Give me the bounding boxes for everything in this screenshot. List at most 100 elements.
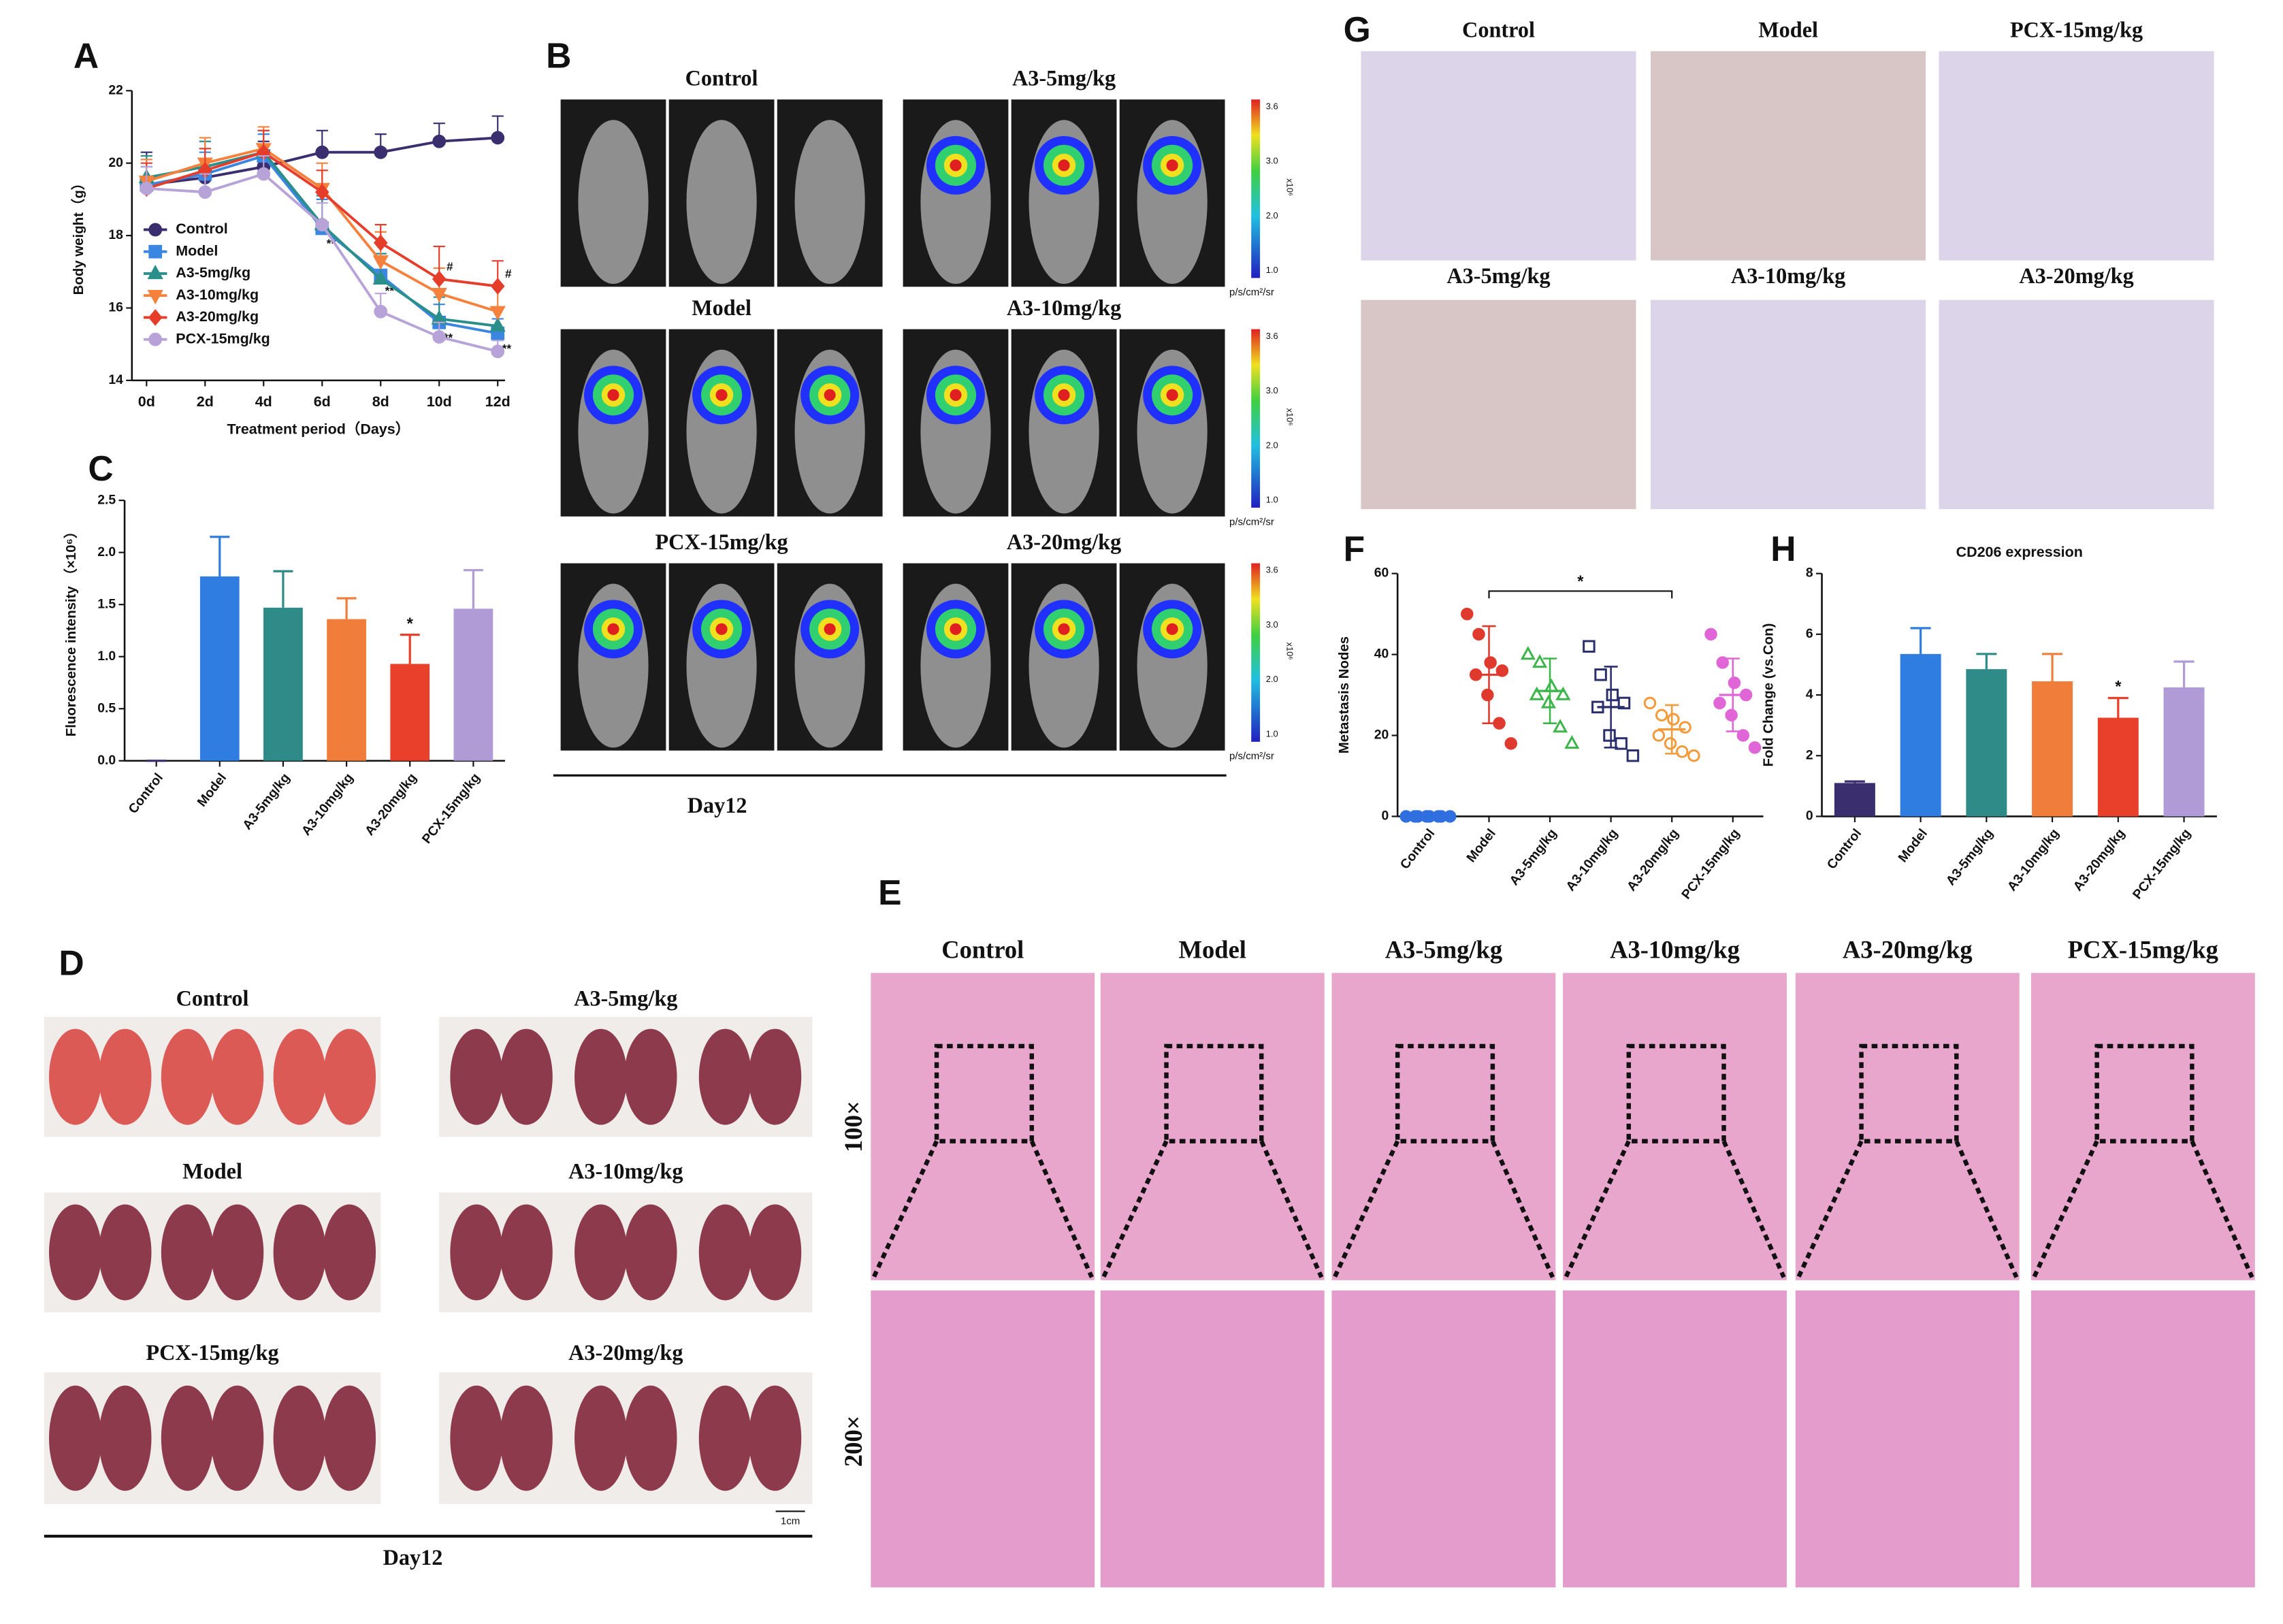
panel-letter: F (1344, 529, 1365, 568)
zoom-line (1954, 1140, 2019, 1278)
error-bar (210, 536, 230, 576)
he-stain (2030, 973, 2255, 1280)
legend-label: Model (176, 242, 218, 259)
x-tick-label: A3-10mg/kg (299, 770, 357, 839)
marker (1529, 686, 1544, 700)
marker (198, 185, 212, 199)
lung (450, 1385, 503, 1491)
colorbar-unit: p/s/cm²/sr (1229, 516, 1274, 527)
lung (273, 1028, 326, 1125)
bar (263, 607, 303, 761)
ihc-stain (1651, 299, 1926, 510)
zoom-line (1332, 1140, 1400, 1278)
zoom-line (1101, 1140, 1169, 1278)
y-tick-label: 14 (108, 372, 123, 387)
signal (824, 389, 836, 401)
signal (715, 623, 728, 635)
mouse (794, 120, 865, 285)
error-bar (1910, 627, 1931, 654)
error-bar (2173, 660, 2195, 687)
signal (1166, 159, 1178, 172)
lung (748, 1204, 802, 1301)
x-tick-label: PCX-15mg/kg (419, 770, 483, 847)
marker (491, 131, 505, 145)
marker (1472, 628, 1485, 641)
lung (273, 1204, 326, 1301)
lung (624, 1204, 677, 1301)
y-tick-label: 4 (1806, 687, 1813, 702)
marker (148, 223, 163, 237)
marker (1606, 688, 1619, 702)
lung (624, 1028, 677, 1125)
row-label: 200× (839, 1415, 867, 1467)
marker (372, 270, 389, 285)
x-tick-label: 4d (255, 393, 272, 410)
marker (1553, 719, 1568, 733)
marker (1643, 696, 1657, 710)
marker (1615, 737, 1628, 750)
lung (161, 1385, 214, 1491)
legend-label: A3-10mg/kg (176, 287, 259, 303)
x-tick-label: A3-10mg/kg (1563, 826, 1621, 894)
y-tick-label: 2 (1806, 747, 1813, 762)
image-label: PCX-15mg/kg (2010, 18, 2143, 42)
annotation: ** (502, 342, 512, 355)
zoom-box (934, 1043, 1035, 1143)
signal (824, 623, 836, 635)
x-tick-label: A3-5mg/kg (240, 770, 293, 832)
sd-bar (1482, 625, 1496, 724)
colorbar-scale: x10⁶ (1285, 408, 1295, 426)
signal (607, 623, 619, 635)
lung (49, 1204, 102, 1301)
signal (1166, 389, 1178, 401)
marker (1461, 607, 1474, 621)
error-bar (336, 597, 357, 619)
marker (1617, 696, 1631, 710)
footer: Day12 (383, 1545, 443, 1570)
zoom-box (1164, 1043, 1264, 1143)
lung (500, 1385, 553, 1491)
signal (1058, 159, 1070, 172)
lung (99, 1204, 152, 1301)
panel-letter: A (74, 36, 99, 76)
ihc-stain (1939, 299, 2214, 510)
marker (374, 304, 388, 319)
x-tick-label: Control (1397, 826, 1438, 873)
marker (490, 278, 505, 295)
image-label: A3-5mg/kg (1012, 66, 1116, 91)
ihc-stain (1361, 51, 1636, 261)
signal (607, 389, 619, 401)
marker (1520, 646, 1536, 660)
sd-bar (1604, 666, 1618, 749)
marker (140, 182, 154, 195)
colorbar-tick: 2.0 (1266, 674, 1278, 684)
zoom-line (1721, 1140, 1786, 1278)
lung (574, 1385, 628, 1491)
image-label: A3-10mg/kg (568, 1158, 683, 1183)
colorbar-tick: 2.0 (1266, 440, 1278, 450)
colorbar-tick: 3.0 (1266, 385, 1278, 395)
marker (1736, 729, 1750, 742)
lung (698, 1028, 752, 1125)
zoom-line (1796, 1140, 1864, 1278)
ihc-stain (1939, 51, 2214, 261)
legend-label: A3-5mg/kg (176, 265, 250, 281)
y-tick-label: 0.0 (97, 753, 116, 768)
annotation: * (2115, 679, 2122, 696)
signal (950, 623, 962, 635)
column-label: A3-10mg/kg (1610, 936, 1740, 964)
ihc-stain (1361, 299, 1636, 510)
error-bar (1844, 780, 1865, 783)
y-tick-label: 20 (1374, 728, 1389, 743)
y-tick-label: 1.5 (97, 596, 116, 611)
lung (273, 1385, 326, 1491)
zoom-line (871, 1140, 939, 1278)
colorbar-tick: 1.0 (1266, 265, 1278, 275)
bar (390, 664, 430, 761)
error-bar (1976, 653, 1997, 670)
lung (210, 1385, 264, 1491)
signal (1166, 623, 1178, 635)
marker (432, 330, 447, 344)
lung (698, 1204, 752, 1301)
image-label: A3-20mg/kg (1007, 530, 1121, 554)
